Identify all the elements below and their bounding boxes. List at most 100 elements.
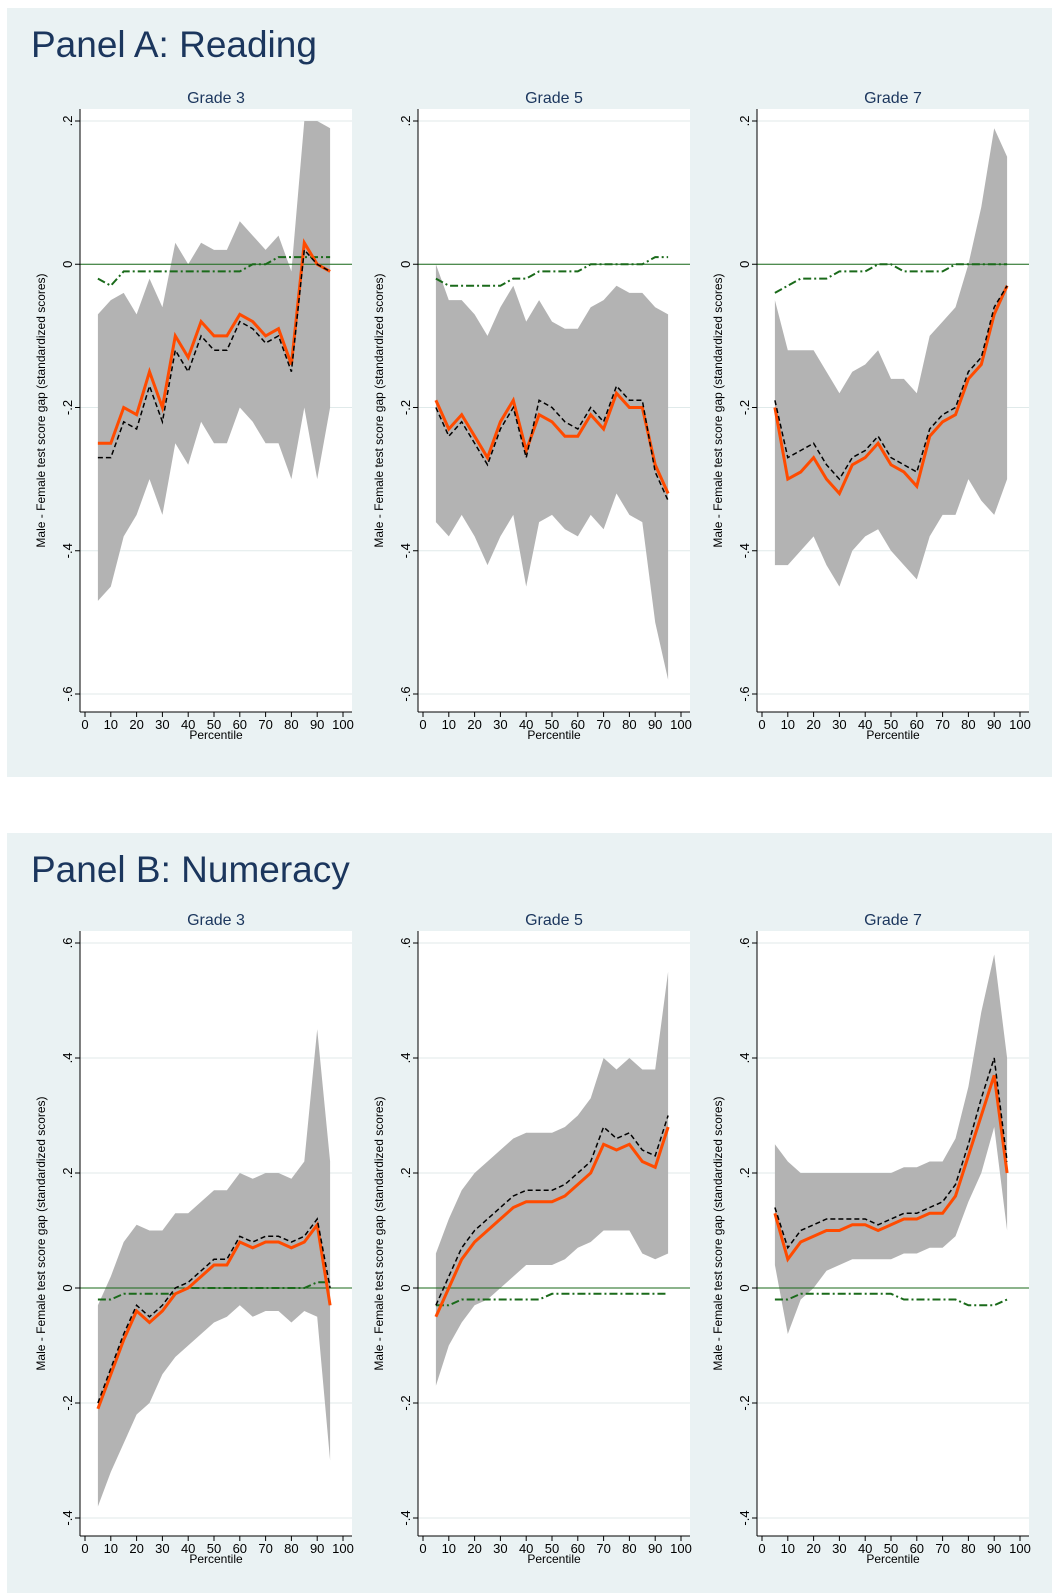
y-tick-label: .2 xyxy=(398,1168,413,1179)
x-tick-label: 70 xyxy=(935,1541,949,1556)
x-tick-label: 90 xyxy=(648,1541,662,1556)
x-tick-label: 40 xyxy=(519,1541,533,1556)
x-tick-label: 50 xyxy=(884,1541,898,1556)
dashed-series-line xyxy=(774,285,1008,481)
x-tick-label: 20 xyxy=(806,717,820,732)
green-series-line xyxy=(774,1292,1008,1307)
y-tick-label: -.6 xyxy=(398,686,413,701)
x-tick-label: 0 xyxy=(81,1541,88,1556)
green-series-line xyxy=(97,256,331,287)
x-tick-label: 50 xyxy=(207,1541,221,1556)
x-tick-label: 0 xyxy=(758,1541,765,1556)
x-axis-title: Percentile xyxy=(527,728,581,742)
y-axis-title: Male - Female test score gap (standardiz… xyxy=(372,273,386,547)
subchart-title: Grade 7 xyxy=(864,90,922,107)
y-tick-label: .2 xyxy=(737,1168,752,1179)
y-tick-label: .4 xyxy=(398,1053,413,1064)
x-tick-label: 30 xyxy=(155,717,169,732)
x-tick-label: 90 xyxy=(987,717,1001,732)
x-tick-label: 30 xyxy=(832,717,846,732)
y-tick-label: -.4 xyxy=(737,1510,752,1525)
x-tick-label: 50 xyxy=(884,717,898,732)
y-tick-label: .6 xyxy=(398,938,413,949)
subchart-title: Grade 5 xyxy=(525,912,583,929)
green-series-line xyxy=(435,1292,669,1307)
orange-series-line xyxy=(97,238,331,445)
y-tick-label: .6 xyxy=(737,938,752,949)
y-tick-label: -.2 xyxy=(60,400,75,415)
x-tick-label: 20 xyxy=(467,717,481,732)
x-tick-label: 40 xyxy=(858,717,872,732)
x-tick-label: 90 xyxy=(310,717,324,732)
y-tick-label: .2 xyxy=(60,1168,75,1179)
x-tick-label: 80 xyxy=(622,1541,636,1556)
x-tick-label: 20 xyxy=(129,1541,143,1556)
x-tick-label: 0 xyxy=(419,717,426,732)
x-tick-label: 40 xyxy=(181,717,195,732)
dashed-series-line xyxy=(435,1115,669,1306)
y-tick-label: -.6 xyxy=(737,686,752,701)
x-axis-title: Percentile xyxy=(189,1552,243,1566)
x-tick-label: 90 xyxy=(310,1541,324,1556)
y-tick-label: -.4 xyxy=(398,1510,413,1525)
y-tick-label: 0 xyxy=(60,261,75,268)
subchart-grade-3: Grade 3 .2 0 -.2 -.4 -.6 0 10 20 30 40 50 60 70 80 90 10… xyxy=(34,90,354,742)
x-tick-label: 20 xyxy=(129,717,143,732)
y-tick-label: .2 xyxy=(398,116,413,127)
x-tick-label: 50 xyxy=(207,717,221,732)
x-tick-label: 30 xyxy=(832,1541,846,1556)
y-axis-title: Male - Female test score gap (standardiz… xyxy=(711,1096,725,1370)
x-tick-label: 100 xyxy=(1009,717,1031,732)
subchart-grade-3: Grade 3 .6 .4 .2 0 -.2 -.4 0 10 20 30 40 50 60 70 80 90 1… xyxy=(34,912,354,1566)
orange-series-line xyxy=(773,1074,1009,1263)
x-tick-label: 20 xyxy=(467,1541,481,1556)
confidence-band xyxy=(97,1029,331,1507)
y-tick-label: .2 xyxy=(737,116,752,127)
x-tick-label: 40 xyxy=(181,1541,195,1556)
x-tick-label: 60 xyxy=(910,717,924,732)
x-axis-title: Percentile xyxy=(189,728,243,742)
y-tick-label: .4 xyxy=(737,1053,752,1064)
y-tick-label: .2 xyxy=(60,116,75,127)
x-axis-title: Percentile xyxy=(527,1552,581,1566)
y-axis-title: Male - Female test score gap (standardiz… xyxy=(34,273,48,547)
x-tick-label: 80 xyxy=(961,1541,975,1556)
subchart-title: Grade 7 xyxy=(864,912,922,929)
x-tick-label: 0 xyxy=(758,717,765,732)
orange-series-line xyxy=(434,1126,670,1318)
subchart-grade-5: Grade 5 .6 .4 .2 0 -.2 -.4 0 10 20 30 40 50 60 70 80 90 1… xyxy=(372,912,692,1566)
x-axis-title: Percentile xyxy=(866,728,920,742)
y-tick-label: -.2 xyxy=(398,400,413,415)
confidence-band xyxy=(435,264,669,680)
x-tick-label: 40 xyxy=(519,717,533,732)
y-tick-label: 0 xyxy=(398,261,413,268)
dashed-series-line xyxy=(435,384,669,501)
x-tick-label: 100 xyxy=(670,717,692,732)
x-tick-label: 60 xyxy=(571,1541,585,1556)
subchart-title: Grade 3 xyxy=(187,90,245,107)
orange-series-line xyxy=(434,390,670,495)
x-tick-label: 10 xyxy=(442,717,456,732)
x-tick-label: 10 xyxy=(781,717,795,732)
orange-series-line xyxy=(96,1221,332,1410)
x-tick-label: 70 xyxy=(258,717,272,732)
y-axis-title: Male - Female test score gap (standardiz… xyxy=(711,273,725,547)
y-tick-label: .4 xyxy=(60,1053,75,1064)
x-tick-label: 90 xyxy=(987,1541,1001,1556)
x-tick-label: 100 xyxy=(332,1541,354,1556)
y-tick-label: 0 xyxy=(737,1284,752,1291)
orange-series-line xyxy=(773,285,1009,497)
y-tick-label: -.2 xyxy=(737,400,752,415)
confidence-band xyxy=(774,954,1008,1334)
green-series-line xyxy=(97,1281,331,1301)
x-tick-label: 0 xyxy=(81,717,88,732)
x-tick-label: 10 xyxy=(442,1541,456,1556)
x-tick-label: 10 xyxy=(104,1541,118,1556)
x-tick-label: 80 xyxy=(622,717,636,732)
y-tick-label: -.6 xyxy=(60,686,75,701)
y-axis-title: Male - Female test score gap (standardiz… xyxy=(372,1096,386,1370)
subchart-title: Grade 5 xyxy=(525,90,583,107)
confidence-band xyxy=(435,971,669,1386)
x-tick-label: 10 xyxy=(104,717,118,732)
